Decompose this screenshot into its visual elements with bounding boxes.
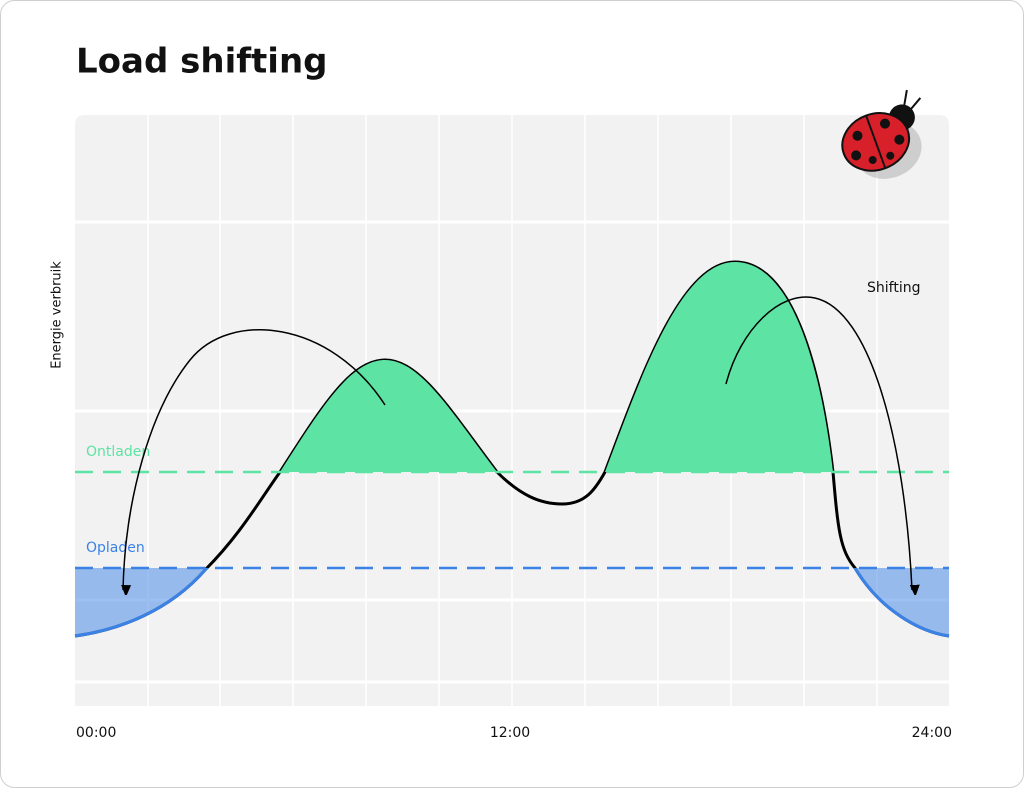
usage-curve	[74, 260, 950, 638]
discharge-label: Ontladen	[86, 444, 150, 460]
shifting-label: Shifting	[867, 280, 920, 296]
charge-edge	[75, 568, 949, 638]
x-tick-label: 00:00	[76, 725, 116, 741]
charge-area	[75, 568, 949, 636]
ladybug-icon	[841, 89, 922, 179]
discharge-area	[75, 262, 949, 472]
charge-label: Opladen	[86, 540, 145, 556]
shift-arrow	[123, 329, 386, 590]
shift-arrow	[725, 296, 912, 590]
chart-title: Load shifting	[76, 42, 327, 82]
x-tick-label: 12:00	[490, 725, 530, 741]
y-axis-label: Energie verbruik	[50, 261, 65, 369]
x-tick-label: 24:00	[912, 725, 952, 741]
